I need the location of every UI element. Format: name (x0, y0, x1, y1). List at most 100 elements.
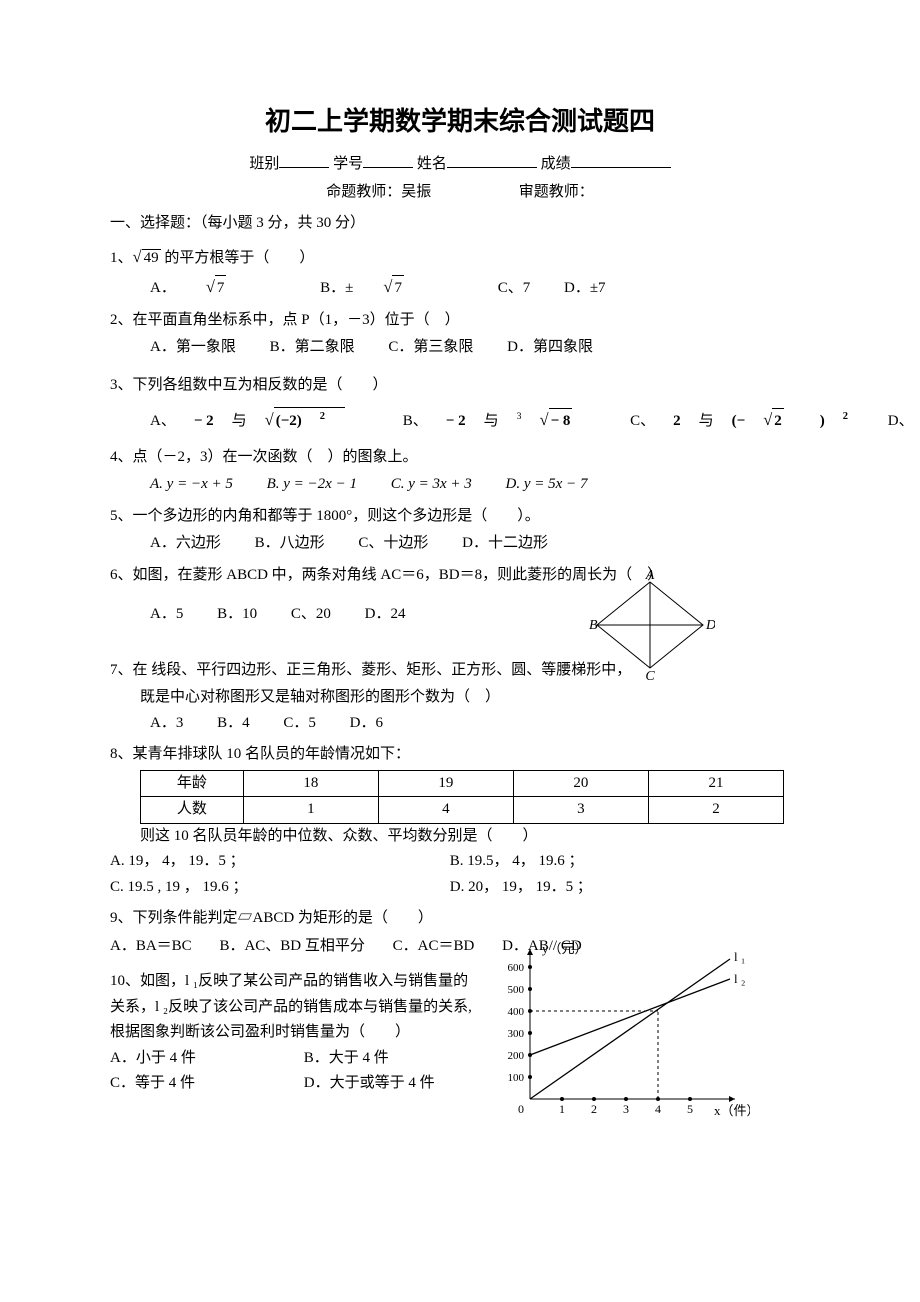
name-blank[interactable] (447, 153, 537, 168)
q1-optB[interactable]: B．±7 (320, 273, 464, 302)
q2-optC[interactable]: C．第三象限 (388, 335, 473, 361)
sqrt-neg2sq-icon: (−2)2 (265, 406, 363, 435)
cnt-h3: 3 (513, 797, 648, 824)
q2-stem: 2、在平面直角坐标系中，点 P（1，－3）位于（ ） (110, 308, 810, 334)
rhombus-diagram-icon: A B C D (585, 570, 715, 680)
q10-optB[interactable]: B．大于 4 件 (304, 1050, 389, 1066)
table-row: 年龄 18 19 20 21 (141, 770, 784, 797)
q3-options: A、− 2与(−2)2 B、− 2与3− 8 C、2与(−2)2 D、−2与2 (110, 406, 810, 435)
q4-optD[interactable]: D. y = 5x − 7 (506, 472, 588, 498)
svg-text:0: 0 (518, 1102, 524, 1116)
q8-optB[interactable]: B. 19.5， 4， 19.6 ； (450, 853, 584, 869)
q3-optA[interactable]: A、− 2与(−2)2 (150, 406, 381, 435)
svg-text:4: 4 (655, 1102, 661, 1116)
age-h1: 18 (243, 770, 378, 797)
q7-optB[interactable]: B．4 (217, 711, 250, 737)
name-label: 姓名 (417, 156, 447, 172)
q6-optB[interactable]: B．10 (217, 602, 257, 628)
q1-options: A．7 B．±7 C、7 D．±7 (110, 273, 810, 302)
svg-text:200: 200 (508, 1050, 525, 1062)
q8-optD[interactable]: D. 20， 19， 19．5 ； (450, 879, 592, 895)
sqrt-7-icon: 7 (206, 273, 257, 302)
q6-optC[interactable]: C、20 (291, 602, 331, 628)
svg-text:600: 600 (508, 962, 525, 974)
q5-stem: 5、一个多边形的内角和都等于 1800°，则这个多边形是（ ）。 (110, 504, 810, 530)
svg-text:3: 3 (623, 1102, 629, 1116)
q9-optC[interactable]: C．AC＝BD (393, 938, 475, 954)
q8-optC[interactable]: C. 19.5 , 19 ， 19.6 ； (110, 875, 446, 901)
rhombus-C-label: C (645, 669, 655, 680)
sqrt-49-icon: 49 (133, 243, 161, 272)
sno-blank[interactable] (363, 153, 413, 168)
age-h3: 20 (513, 770, 648, 797)
score-blank[interactable] (571, 153, 671, 168)
reviewer-label: 审题教师： (519, 184, 594, 200)
q5-optC[interactable]: C、十边形 (358, 531, 428, 557)
section1-heading: 一、选择题：（每小题 3 分，共 30 分） (110, 211, 810, 237)
q7-optD[interactable]: D．6 (350, 711, 383, 737)
q8-stem: 8、某青年排球队 10 名队员的年龄情况如下： (110, 742, 810, 768)
q3-optC[interactable]: C、2与(−2)2 (630, 406, 866, 435)
setter-name: 吴振 (401, 184, 431, 200)
q3-stem: 3、下列各组数中互为相反数的是（ ） (110, 373, 810, 399)
q3-optB[interactable]: B、− 2与3− 8 (403, 406, 609, 435)
svg-text:1: 1 (559, 1102, 565, 1116)
q1-optA[interactable]: A．7 (150, 273, 286, 302)
q6-optD[interactable]: D．24 (365, 602, 406, 628)
q4-options: A. y = −x + 5 B. y = −2x − 1 C. y = 3x +… (110, 472, 810, 498)
cnt-h1: 1 (243, 797, 378, 824)
q6-optA[interactable]: A．5 (150, 602, 183, 628)
sales-chart-icon: 100 200 300 400 500 600 1 2 3 4 5 y（元） x… (490, 939, 750, 1129)
q5-optD[interactable]: D．十二边形 (462, 531, 548, 557)
svg-text:l ₂: l ₂ (734, 971, 745, 986)
q2-optD[interactable]: D．第四象限 (507, 335, 593, 361)
q4-optA[interactable]: A. y = −x + 5 (150, 472, 233, 498)
q1-optC[interactable]: C、7 (498, 276, 531, 302)
q7-optC[interactable]: C．5 (283, 711, 316, 737)
svg-text:300: 300 (508, 1028, 525, 1040)
q1-optD[interactable]: D．±7 (564, 276, 606, 302)
q3-optD[interactable]: D、−2与2 (888, 406, 920, 435)
q2-optB[interactable]: B．第二象限 (270, 335, 355, 361)
q10-optD[interactable]: D．大于或等于 4 件 (304, 1075, 435, 1091)
q5-optA[interactable]: A．六边形 (150, 531, 221, 557)
q10-optA[interactable]: A．小于 4 件 (110, 1046, 300, 1072)
q2-optA[interactable]: A．第一象限 (150, 335, 236, 361)
rhombus-B-label: B (589, 618, 598, 633)
svg-text:y（元）: y（元） (542, 941, 588, 956)
q5-options: A．六边形 B．八边形 C、十边形 D．十二边形 (110, 531, 810, 557)
setter-label: 命题教师： (326, 184, 401, 200)
svg-text:500: 500 (508, 984, 525, 996)
cnt-h4: 2 (648, 797, 783, 824)
age-h2: 19 (378, 770, 513, 797)
q5-optB[interactable]: B．八边形 (255, 531, 325, 557)
svg-text:l ₁: l ₁ (734, 949, 745, 964)
q7-options: A．3 B．4 C．5 D．6 (110, 711, 810, 737)
q8-options-row2: C. 19.5 , 19 ， 19.6 ； D. 20， 19， 19．5 ； (110, 875, 810, 901)
q7-stem2: 既是中心对称图形又是轴对称图形的图形个数为（ ） (110, 685, 810, 711)
q1-prefix: 1、 (110, 250, 133, 266)
sno-label: 学号 (333, 156, 363, 172)
q10-optC[interactable]: C．等于 4 件 (110, 1071, 300, 1097)
q8-optA[interactable]: A. 19， 4， 19．5 ； (110, 849, 446, 875)
class-label: 班别 (249, 156, 279, 172)
q9-optB[interactable]: B．AC、BD 互相平分 (219, 938, 364, 954)
svg-text:x（件）: x（件） (714, 1103, 750, 1118)
age-table: 年龄 18 19 20 21 人数 1 4 3 2 (140, 770, 784, 824)
page-title: 初二上学期数学期末综合测试题四 (110, 100, 810, 144)
cnt-h0: 人数 (141, 797, 244, 824)
q4-optB[interactable]: B. y = −2x − 1 (267, 472, 357, 498)
svg-text:5: 5 (687, 1102, 693, 1116)
table-row: 人数 1 4 3 2 (141, 797, 784, 824)
age-h4: 21 (648, 770, 783, 797)
score-label: 成绩 (541, 156, 571, 172)
cnt-h2: 4 (378, 797, 513, 824)
q4-optC[interactable]: C. y = 3x + 3 (391, 472, 472, 498)
class-blank[interactable] (279, 153, 329, 168)
q9-stem: 9、下列条件能判定▱ABCD 为矩形的是（ ） (110, 906, 810, 932)
q1-stem: 的平方根等于（ ） (161, 250, 315, 266)
q7-optA[interactable]: A．3 (150, 711, 183, 737)
q9-optA[interactable]: A．BA＝BC (110, 938, 192, 954)
q8-options-row1: A. 19， 4， 19．5 ； B. 19.5， 4， 19.6 ； (110, 849, 810, 875)
q1: 1、49 的平方根等于（ ） (110, 243, 810, 272)
